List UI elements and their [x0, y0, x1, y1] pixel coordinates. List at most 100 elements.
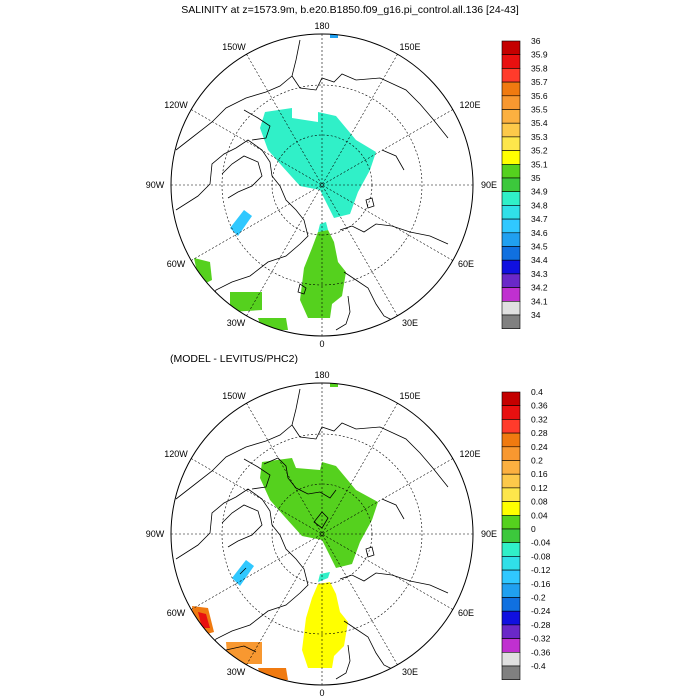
bottom-colorbar-label: 0.28 [531, 428, 548, 438]
bottom-colorbar-swatch [501, 569, 521, 585]
bottom-coastlines [175, 388, 449, 680]
top-colorbar-swatch [501, 136, 521, 151]
bottom-colorbar-swatch [501, 610, 521, 626]
bottom-colorbar-swatch [501, 597, 521, 612]
bottom-colorbar-label: 0.16 [531, 469, 548, 479]
bottom-colorbar-label: 0.08 [531, 497, 548, 507]
bottom-colorbar-label: 0.36 [531, 401, 548, 411]
bottom-lon-120W: 120W [164, 449, 188, 459]
bottom-lon-90W: 90W [146, 529, 165, 539]
bottom-lon-0: 0 [319, 688, 324, 698]
top-lon-0: 0 [319, 339, 324, 349]
top-colorbar-swatch [501, 40, 521, 55]
top-colorbar-swatch [501, 314, 521, 329]
bottom-colorbar-label: -0.12 [531, 565, 551, 575]
top-pacific-sector-fill [260, 108, 376, 218]
top-colorbar-label: 35.7 [531, 77, 548, 87]
top-colorbar-label: 34.7 [531, 214, 548, 224]
bottom-colorbar-swatch [501, 460, 521, 475]
top-title: SALINITY at z=1573.9m, b.e20.B1850.f09_g… [181, 4, 519, 16]
bottom-colorbar-swatch [501, 501, 521, 516]
top-colorbar-swatch [501, 218, 521, 234]
top-lon-120E: 120E [459, 100, 480, 110]
top-colorbar-swatch [501, 191, 521, 206]
top-coastlines [175, 39, 449, 331]
bottom-colorbar-swatch [501, 665, 521, 680]
bottom-colorbar-swatch [501, 446, 521, 461]
top-strait-fill [318, 222, 328, 232]
top-lon-150W: 150W [222, 42, 246, 52]
bottom-colorbar-swatch [501, 514, 521, 530]
bottom-map: 180 150W 150E 120W 120E 90W 90E 60W 60E … [146, 370, 497, 698]
top-lon-120W: 120W [164, 100, 188, 110]
top-colorbar-label: 35.5 [531, 105, 548, 115]
top-colorbar-label: 34.5 [531, 242, 548, 252]
top-colorbar-swatch [501, 122, 521, 138]
top-colorbar-swatch [501, 68, 521, 83]
bottom-colorbar-swatch [501, 473, 521, 489]
bottom-colorbar-label: 0.12 [531, 483, 548, 493]
top-lon-90W: 90W [146, 180, 165, 190]
top-colorbar-swatch [501, 150, 521, 165]
bottom-lon-180: 180 [314, 370, 329, 380]
top-colorbar-label: 36 [531, 36, 541, 46]
top-colorbar-swatch [501, 81, 521, 97]
bottom-lon-90E: 90E [481, 529, 497, 539]
bottom-colorbar-label: -0.28 [531, 620, 551, 630]
top-colorbar-swatch [501, 246, 521, 261]
bottom-labrador-fill [232, 560, 254, 586]
top-colorbar-swatch [501, 164, 521, 179]
bottom-colorbar-label: 0.04 [531, 510, 548, 520]
top-lon-60E: 60E [458, 259, 474, 269]
bottom-colorbar-label: -0.04 [531, 538, 551, 548]
bottom-colorbar-swatch [501, 487, 521, 502]
bottom-colorbar-swatch [501, 528, 521, 543]
bottom-colorbar-label: 0.4 [531, 387, 543, 397]
bottom-colorbar-label: 0.32 [531, 414, 548, 424]
bottom-pole-fill [330, 383, 338, 387]
top-colorbar-swatch [501, 232, 521, 247]
top-colorbar-swatch [501, 177, 521, 192]
top-colorbar-label: 35.2 [531, 146, 548, 156]
bottom-colorbar-swatch [501, 624, 521, 639]
top-colorbar-swatch [501, 54, 521, 69]
bottom-map-border [170, 382, 474, 686]
top-map: 180 150W 150E 120W 120E 90W 90E 60W 60E … [146, 21, 497, 349]
top-colorbar-swatch [501, 259, 521, 275]
top-lon-60W: 60W [167, 259, 186, 269]
bottom-lon-120E: 120E [459, 449, 480, 459]
bottom-lon-60E: 60E [458, 608, 474, 618]
bottom-colorbar-swatch [501, 583, 521, 598]
top-greenland-sea-fill [194, 258, 212, 286]
top-colorbar-label: 35.8 [531, 63, 548, 73]
top-colorbar-label: 34.9 [531, 187, 548, 197]
top-colorbar-swatch [501, 205, 521, 220]
top-colorbar-swatch [501, 109, 521, 124]
top-colorbar-label: 35.4 [531, 118, 548, 128]
bottom-colorbar-swatch [501, 638, 521, 653]
bottom-colorbar-label: -0.16 [531, 579, 551, 589]
top-colorbar-label: 35.1 [531, 159, 548, 169]
bottom-lon-150E: 150E [399, 391, 420, 401]
bottom-colorbar-swatch [501, 391, 521, 406]
top-colorbar: 36 35.9 35.8 35.7 35.6 35.5 35.4 35.3 35.2 35.1 35… [501, 36, 548, 329]
bottom-colorbar-label: -0.32 [531, 634, 551, 644]
top-colorbar-label: 35.3 [531, 132, 548, 142]
bottom-lon-60W: 60W [167, 608, 186, 618]
top-atlantic-sector-fill [300, 230, 346, 318]
top-colorbar-label: 34.8 [531, 200, 548, 210]
bottom-title: (MODEL - LEVITUS/PHC2) [170, 353, 298, 365]
bottom-lon-30E: 30E [402, 667, 418, 677]
top-colorbar-swatch [501, 300, 521, 316]
top-pole-fill [330, 34, 338, 38]
bottom-grid [171, 383, 473, 685]
bottom-pacific-sector-fill [260, 458, 378, 568]
top-colorbar-swatch [501, 273, 521, 288]
bottom-colorbar-label: -0.08 [531, 551, 551, 561]
top-lon-150E: 150E [399, 42, 420, 52]
top-colorbar-label: 34 [531, 310, 541, 320]
bottom-colorbar-label: -0.2 [531, 593, 546, 603]
top-colorbar-label: 34.6 [531, 228, 548, 238]
top-iceland-basin-fill [230, 292, 262, 312]
